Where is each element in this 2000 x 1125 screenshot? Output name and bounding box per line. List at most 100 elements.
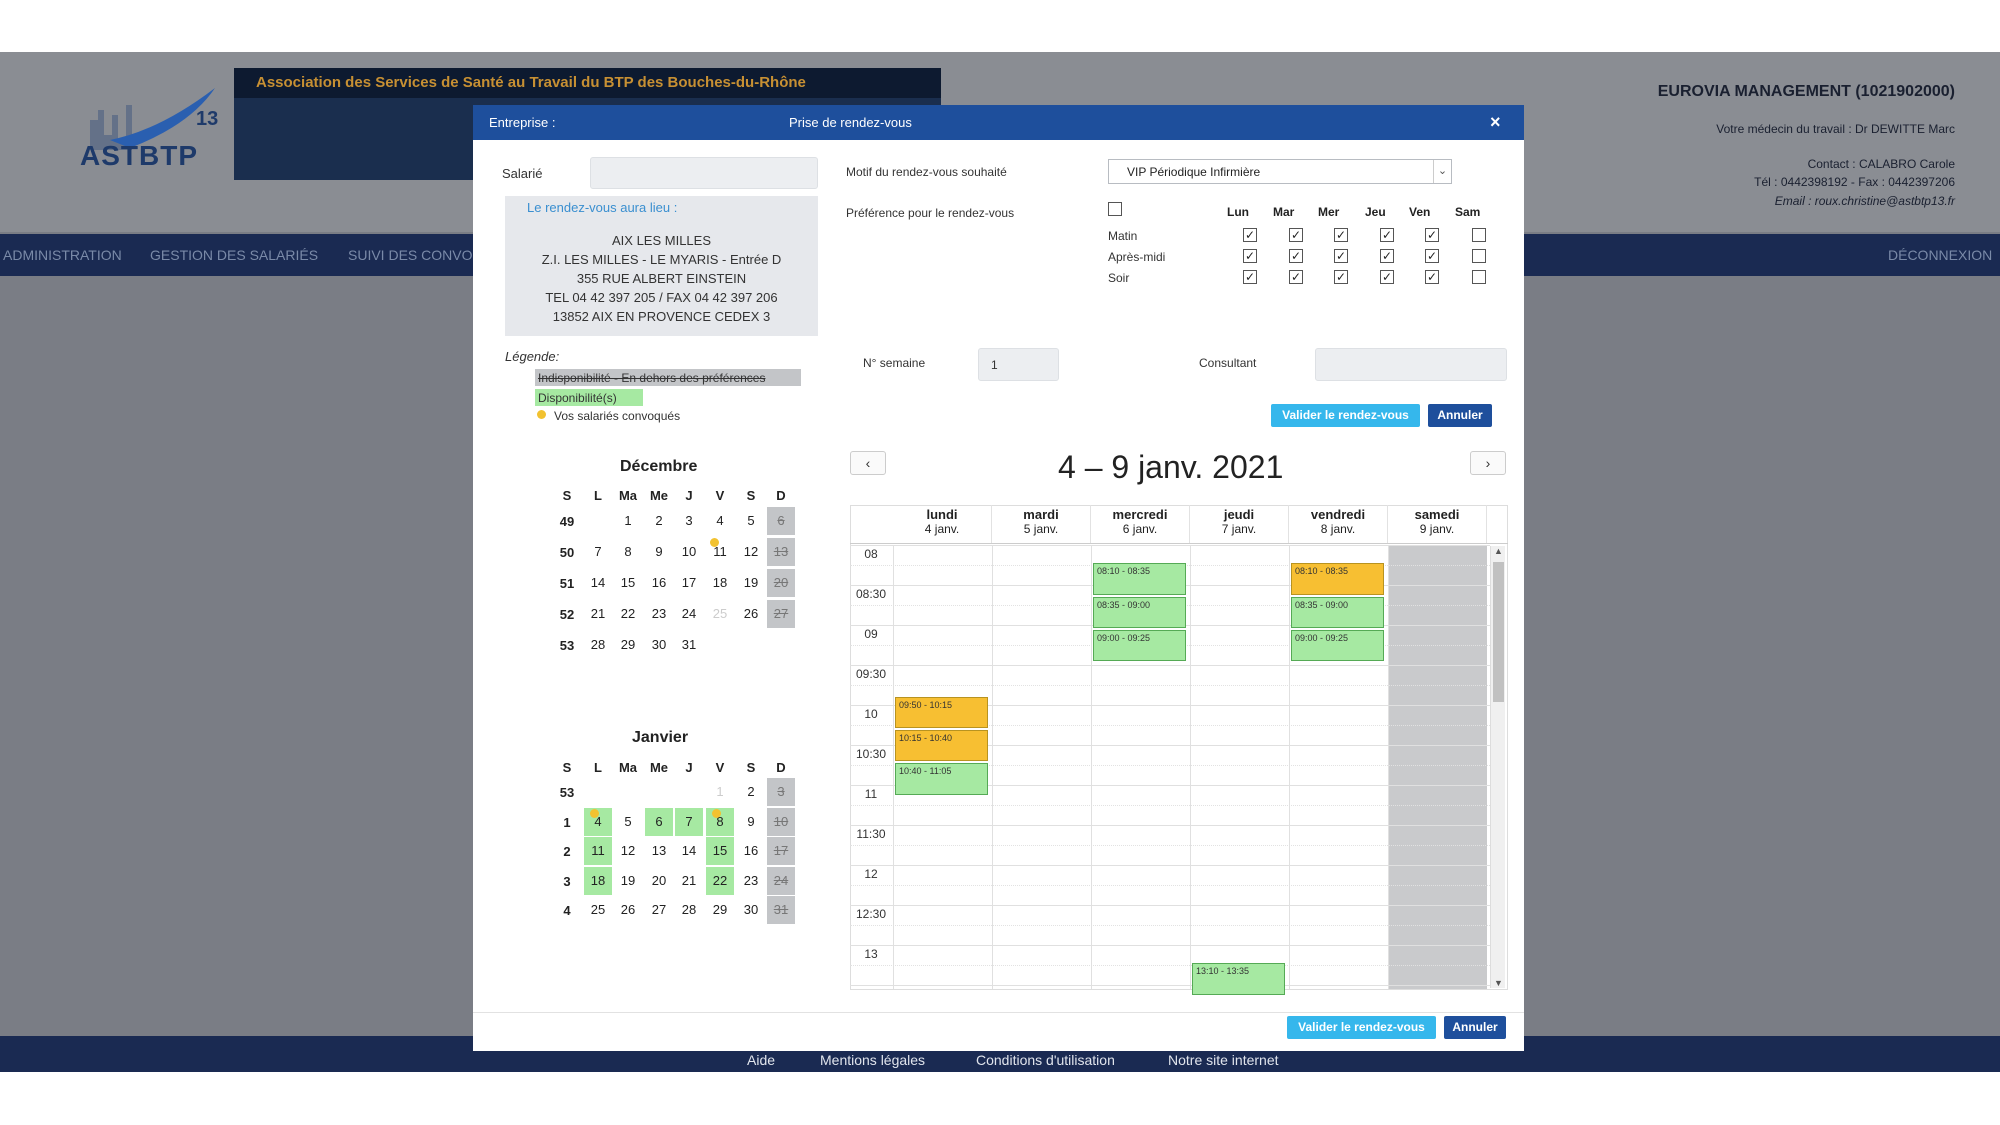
scroll-up-icon[interactable]: ▲: [1494, 546, 1503, 556]
nav-administration[interactable]: ADMINISTRATION: [3, 247, 122, 263]
preference-checkbox[interactable]: ✓: [1425, 228, 1439, 242]
salarie-field[interactable]: [590, 157, 818, 189]
nav-gestion-salaries[interactable]: GESTION DES SALARIÉS: [150, 247, 319, 263]
appointment-slot[interactable]: 09:50 - 10:15: [895, 696, 988, 728]
calendar-day[interactable]: 20: [651, 872, 667, 888]
annuler-button-bottom[interactable]: Annuler: [1444, 1016, 1506, 1039]
footer-link-aide[interactable]: Aide: [747, 1052, 776, 1068]
preference-checkbox[interactable]: ✓: [1334, 228, 1348, 242]
footer-link-site[interactable]: Notre site internet: [1168, 1052, 1279, 1068]
scroll-down-icon[interactable]: ▼: [1494, 978, 1503, 988]
calendar-day[interactable]: 6: [767, 507, 795, 535]
preference-checkbox[interactable]: ✓: [1289, 228, 1303, 242]
calendar-day[interactable]: 9: [747, 813, 755, 829]
calendar-day[interactable]: 17: [681, 575, 697, 590]
calendar-day[interactable]: 21: [590, 606, 606, 621]
calendar-day[interactable]: 27: [767, 600, 795, 628]
next-week-button[interactable]: ›: [1470, 451, 1506, 475]
calendar-day[interactable]: 25: [712, 606, 728, 621]
calendar-day[interactable]: 1: [624, 513, 632, 528]
appointment-slot[interactable]: 08:10 - 08:35: [1291, 563, 1384, 595]
appointment-slot[interactable]: 09:00 - 09:25: [1291, 630, 1384, 662]
calendar-day[interactable]: 5: [747, 513, 755, 528]
preference-checkbox[interactable]: ✓: [1243, 249, 1257, 263]
preference-checkbox[interactable]: [1472, 270, 1486, 284]
calendar-day[interactable]: 12: [620, 843, 636, 858]
calendar-day[interactable]: 3: [685, 513, 693, 528]
valider-button-bottom[interactable]: Valider le rendez-vous: [1287, 1016, 1436, 1039]
calendar-day[interactable]: 16: [651, 575, 667, 590]
preference-checkbox[interactable]: ✓: [1380, 270, 1394, 284]
calendar-day[interactable]: 31: [767, 896, 795, 924]
calendar-day[interactable]: 25: [590, 902, 606, 917]
calendar-day[interactable]: 11: [713, 544, 727, 559]
calendar-day[interactable]: 26: [743, 606, 759, 621]
calendar-day[interactable]: 12: [743, 544, 759, 559]
preference-checkbox[interactable]: ✓: [1334, 249, 1348, 263]
preference-checkbox[interactable]: ✓: [1243, 270, 1257, 284]
calendar-day[interactable]: 28: [681, 902, 697, 917]
calendar-day[interactable]: 4: [716, 513, 724, 528]
preference-all-checkbox[interactable]: [1108, 202, 1122, 216]
calendar-day[interactable]: 3: [767, 778, 795, 806]
calendar-day[interactable]: 30: [743, 902, 759, 917]
calendar-day[interactable]: 15: [620, 575, 636, 590]
preference-checkbox[interactable]: ✓: [1289, 249, 1303, 263]
calendar-day[interactable]: 7: [675, 807, 703, 836]
calendar-day[interactable]: 23: [651, 606, 667, 621]
calendar-day[interactable]: 15: [706, 837, 734, 865]
calendar-day[interactable]: 10: [681, 544, 697, 559]
prev-week-button[interactable]: ‹: [850, 451, 886, 475]
appointment-slot[interactable]: 08:10 - 08:35: [1093, 563, 1186, 595]
preference-checkbox[interactable]: ✓: [1334, 270, 1348, 284]
calendar-day[interactable]: 24: [681, 606, 697, 621]
nav-logout[interactable]: DÉCONNEXION: [1888, 247, 1993, 263]
appointment-slot[interactable]: 09:00 - 09:25: [1093, 630, 1186, 662]
calendar-day[interactable]: 22: [706, 866, 734, 895]
annuler-button-top[interactable]: Annuler: [1428, 404, 1492, 427]
calendar-day[interactable]: 29: [620, 637, 636, 652]
footer-link-conditions[interactable]: Conditions d'utilisation: [976, 1052, 1115, 1068]
semaine-field[interactable]: 1: [978, 348, 1059, 381]
calendar-day[interactable]: 19: [743, 575, 759, 590]
calendar-day[interactable]: 19: [620, 872, 636, 888]
calendar-day[interactable]: 1: [716, 784, 724, 799]
calendar-day[interactable]: 24: [767, 866, 795, 895]
calendar-day[interactable]: 21: [681, 872, 697, 888]
calendar-day[interactable]: 27: [651, 902, 667, 917]
calendar-day[interactable]: 2: [655, 513, 663, 528]
calendar-day[interactable]: 7: [594, 544, 602, 559]
calendar-day[interactable]: 11: [584, 837, 612, 865]
nav-suivi-convocations[interactable]: SUIVI DES CONVO: [348, 247, 473, 263]
calendar-day[interactable]: 13: [651, 843, 667, 858]
preference-checkbox[interactable]: ✓: [1425, 249, 1439, 263]
appointment-slot[interactable]: 10:40 - 11:05: [895, 763, 988, 795]
calendar-day[interactable]: 13: [767, 538, 795, 566]
calendar-day[interactable]: 26: [620, 902, 636, 917]
appointment-slot[interactable]: 10:15 - 10:40: [895, 730, 988, 762]
appointment-slot[interactable]: 08:35 - 09:00: [1291, 596, 1384, 628]
calendar-day[interactable]: 18: [712, 575, 728, 590]
calendar-day[interactable]: 14: [681, 843, 697, 858]
calendar-day[interactable]: 10: [767, 807, 795, 836]
preference-checkbox[interactable]: ✓: [1380, 249, 1394, 263]
motif-select[interactable]: VIP Périodique Infirmière ⌄: [1108, 159, 1452, 184]
calendar-day[interactable]: 30: [651, 637, 667, 652]
preference-checkbox[interactable]: [1472, 228, 1486, 242]
calendar-day[interactable]: 31: [681, 637, 697, 652]
appointment-slot[interactable]: 08:35 - 09:00: [1093, 596, 1186, 628]
calendar-day[interactable]: 20: [767, 569, 795, 597]
preference-checkbox[interactable]: ✓: [1380, 228, 1394, 242]
calendar-day[interactable]: 14: [590, 575, 606, 590]
preference-checkbox[interactable]: [1472, 249, 1486, 263]
preference-checkbox[interactable]: ✓: [1425, 270, 1439, 284]
calendar-day[interactable]: 8: [624, 544, 632, 559]
appointment-slot[interactable]: 13:10 - 13:35: [1192, 963, 1285, 995]
consultant-field[interactable]: [1315, 348, 1507, 381]
schedule-scrollbar[interactable]: ▲ ▼: [1490, 546, 1505, 988]
calendar-day[interactable]: 29: [712, 902, 728, 917]
calendar-day[interactable]: 6: [645, 807, 673, 836]
footer-link-mentions[interactable]: Mentions légales: [820, 1052, 926, 1068]
preference-checkbox[interactable]: ✓: [1289, 270, 1303, 284]
calendar-day[interactable]: 17: [767, 837, 795, 865]
